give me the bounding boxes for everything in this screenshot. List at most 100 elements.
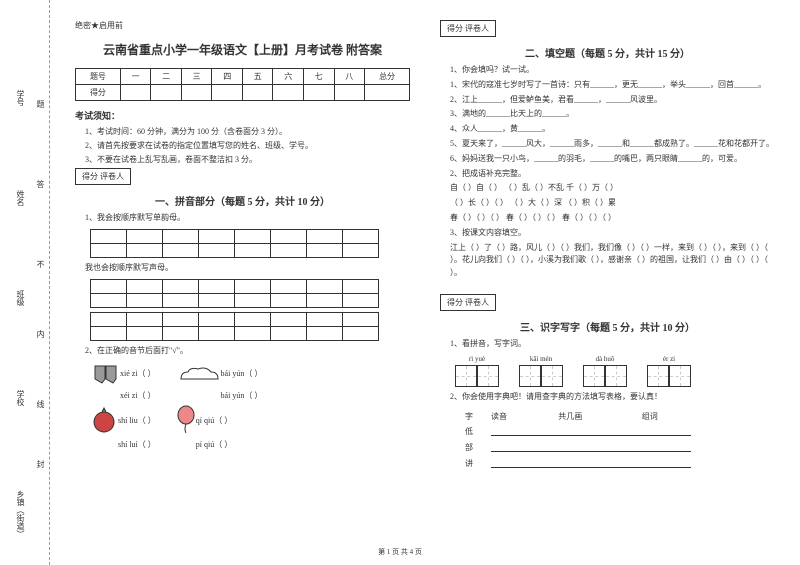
notice-item: 1、考试时间：60 分钟，满分为 100 分（含卷面分 3 分）。 [85,126,410,138]
binding-label: 乡镇（街道） [15,490,26,538]
cut-mark: 封 [35,460,46,468]
doc-title: 云南省重点小学一年级语文【上册】月考试卷 附答案 [75,41,410,58]
pinyin-row: shí luí（ ） pí qiú（ ） [90,439,410,450]
table-cell: 四 [212,69,243,85]
binding-label: 姓名 [15,190,26,206]
pinyin-option: xéi zi（ ） [120,390,156,401]
pomegranate-icon [90,406,118,434]
binding-label: 学校 [15,390,26,406]
binding-label: 学号 [15,90,26,106]
passage-fill: 江上（ ）了（ ）路，风儿（ ）（ ）我们，我们像（ ）（ ）一样，来到（ ）（… [450,242,775,280]
pinyin-row: xié zi（ ） bái yún（ ） [90,361,410,386]
fill-blank-line: 5、夏天来了，______风大，______雨多，______和______都成… [450,138,775,151]
cloud-icon [176,364,221,384]
fill-blank-line: 2、江上______，但爱鲈鱼美，君看______，______风波里。 [450,94,775,107]
page-container: 乡镇（街道） 学校 班级 姓名 学号 封 线 内 不 答 题 绝密★启用前 云南… [0,0,800,565]
section-header: 三、识字写字（每题 5 分，共计 10 分） [440,319,775,334]
pinyin-label: ér zi [663,355,675,363]
answer-grid [90,312,379,341]
char-box-row: rì yuè kāi mén dà huǒ ér zi [455,355,775,387]
pinyin-option: shí liu（ ） [118,415,156,426]
table-header: 字 [457,410,481,423]
dict-char: 低 [457,425,481,439]
dict-char: 部 [457,441,481,455]
scorer-box: 得分 评卷人 [75,168,131,185]
section-header: 一、拼音部分（每题 5 分，共计 10 分） [75,193,410,208]
balloon-icon [176,405,196,435]
pinyin-option: bái yún（ ） [221,368,263,379]
boots-icon [90,361,120,386]
notice-title: 考试须知： [75,109,410,122]
question-text: 3、按课文内容填空。 [450,227,775,240]
char-box [455,365,477,387]
table-row: 得分 [76,85,410,101]
char-box [477,365,499,387]
pinyin-option: shí luí（ ） [118,439,156,450]
char-box [519,365,541,387]
question-text: 2、把成语补充完整。 [450,168,775,181]
binding-label: 班级 [15,290,26,306]
fill-blank-line: 6、妈妈送我一只小鸟，______的羽毛，______的嘴巴，两只眼睛_____… [450,153,775,166]
table-cell: 三 [181,69,212,85]
pinyin-label: rì yuè [469,355,485,363]
fill-blank-line: 4、众人______，黄______。 [450,123,775,136]
table-cell: 得分 [76,85,121,101]
left-column: 绝密★启用前 云南省重点小学一年级语文【上册】月考试卷 附答案 题号 一 二 三… [60,20,425,555]
pinyin-option: bái yún（ ） [221,390,263,401]
fill-blank-line: 1、宋代的寇准七岁时写了一首诗：只有______，更无______，举头____… [450,79,775,92]
question-text: 2、你会使用字典吧！请用查字典的方法填写表格，要认真！ [450,391,775,404]
question-text: 我也会按顺序默写声母。 [85,262,410,275]
table-header: 共几画 [550,410,632,423]
char-box-group: ér zi [647,355,691,387]
table-cell: 七 [303,69,334,85]
pinyin-option: pí qiú（ ） [196,439,232,450]
cut-mark: 答 [35,180,46,188]
main-content: 绝密★启用前 云南省重点小学一年级语文【上册】月考试卷 附答案 题号 一 二 三… [50,0,800,565]
right-column: 得分 评卷人 二、填空题（每题 5 分，共计 15 分） 1、你会填吗？试一试。… [425,20,790,555]
table-header: 读音 [483,410,548,423]
char-box-group: rì yuè [455,355,499,387]
table-cell [120,85,151,101]
question-text: 2、在正确的音节后面打"√"。 [85,345,410,358]
pinyin-label: dà huǒ [596,355,615,363]
table-cell: 一 [120,69,151,85]
section-header: 二、填空题（每题 5 分，共计 15 分） [440,45,775,60]
fill-blank-line: 3、满地的______比天上的______。 [450,108,775,121]
cut-mark: 内 [35,330,46,338]
secret-label: 绝密★启用前 [75,20,410,31]
pinyin-row: shí liu（ ） qí qiú（ ） [90,405,410,435]
table-row: 部 [457,441,699,455]
cut-mark: 题 [35,100,46,108]
answer-grid [90,279,379,308]
pinyin-label: kāi mén [530,355,552,363]
cut-mark: 不 [35,260,46,268]
notice-item: 2、请首先按要求在试卷的指定位置填写您的姓名、班级、学号。 [85,140,410,152]
dict-table: 字 读音 共几画 组词 低 部 讲 [455,408,701,473]
table-header: 组词 [634,410,699,423]
table-cell: 八 [334,69,365,85]
answer-line [491,458,691,468]
char-box [541,365,563,387]
char-box [647,365,669,387]
table-cell: 二 [151,69,182,85]
table-cell: 题号 [76,69,121,85]
table-cell: 六 [273,69,304,85]
table-row: 题号 一 二 三 四 五 六 七 八 总分 [76,69,410,85]
question-text: 1、你会填吗？试一试。 [450,64,775,77]
answer-line [491,442,691,452]
question-text: 1、我会按顺序默写单韵母。 [85,212,410,225]
scorer-box: 得分 评卷人 [440,20,496,37]
score-table: 题号 一 二 三 四 五 六 七 八 总分 得分 [75,68,410,101]
pinyin-option: qí qiú（ ） [196,415,232,426]
char-box [583,365,605,387]
table-row: 讲 [457,457,699,471]
cut-mark: 线 [35,400,46,408]
table-row: 低 [457,425,699,439]
char-box [669,365,691,387]
table-cell: 五 [242,69,273,85]
answer-grid [90,229,379,258]
notice-item: 3、不要在试卷上乱写乱画，卷面不整洁扣 3 分。 [85,154,410,166]
binding-edge: 乡镇（街道） 学校 班级 姓名 学号 封 线 内 不 答 题 [0,0,50,565]
dict-char: 讲 [457,457,481,471]
table-row: 字 读音 共几画 组词 [457,410,699,423]
